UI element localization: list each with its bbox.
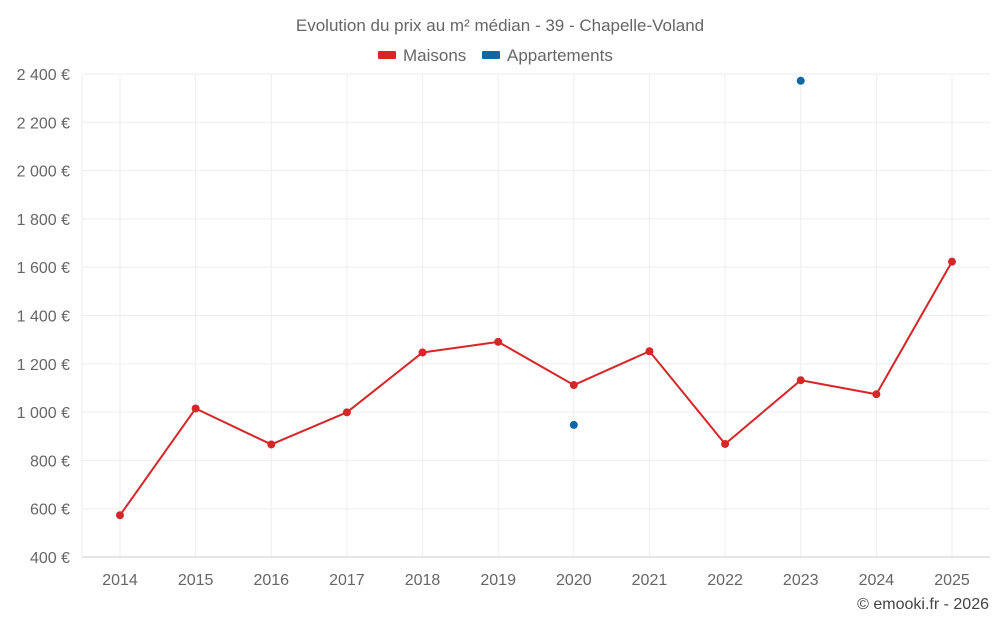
data-point[interactable]	[191, 404, 200, 413]
x-tick-label: 2018	[405, 572, 441, 589]
legend-swatch	[378, 51, 396, 59]
y-tick-label: 600 €	[30, 502, 70, 519]
data-point[interactable]	[569, 381, 578, 390]
x-axis-ticks: 2014 2015 2016 2017 2018 2019 2020 2021 2022 2023…	[102, 572, 970, 589]
data-point[interactable]	[796, 376, 805, 385]
legend-swatch	[482, 51, 500, 59]
y-tick-label: 1 600 €	[17, 260, 70, 277]
x-tick-label: 2016	[253, 572, 289, 589]
x-tick-label: 2022	[707, 572, 743, 589]
x-tick-label: 2019	[480, 572, 516, 589]
data-point[interactable]	[116, 511, 124, 520]
data-point[interactable]	[494, 337, 503, 346]
credit-text: © emooki.fr - 2026	[857, 596, 989, 613]
x-tick-label: 2024	[859, 572, 895, 589]
legend-item-maisons[interactable]: Maisons	[378, 46, 466, 65]
legend-label: Appartements	[507, 46, 613, 65]
y-tick-label: 400 €	[30, 550, 70, 567]
data-point[interactable]	[645, 347, 654, 356]
y-tick-label: 1 000 €	[17, 405, 70, 422]
y-tick-label: 1 400 €	[17, 309, 70, 326]
data-point[interactable]	[342, 408, 351, 417]
x-tick-label: 2021	[632, 572, 668, 589]
data-point[interactable]	[569, 420, 578, 429]
x-tick-label: 2025	[934, 572, 970, 589]
y-tick-label: 2 400 €	[17, 67, 70, 84]
chart-title: Evolution du prix au m² médian - 39 - Ch…	[296, 16, 704, 35]
data-point[interactable]	[721, 439, 730, 448]
legend: Maisons Appartements	[378, 46, 613, 65]
x-tick-label: 2023	[783, 572, 819, 589]
grid	[81, 73, 990, 557]
data-point[interactable]	[418, 348, 427, 357]
y-tick-label: 800 €	[30, 453, 70, 470]
y-tick-label: 2 200 €	[17, 115, 70, 132]
data-point[interactable]	[267, 440, 276, 449]
legend-label: Maisons	[403, 46, 466, 65]
y-tick-label: 1 800 €	[17, 212, 70, 229]
x-tick-label: 2014	[102, 572, 138, 589]
data-point[interactable]	[948, 257, 956, 266]
series-maisons	[116, 257, 956, 520]
data-point[interactable]	[796, 76, 805, 85]
series	[116, 76, 956, 520]
y-tick-label: 1 200 €	[17, 357, 70, 374]
x-tick-label: 2020	[556, 572, 592, 589]
y-tick-label: 2 000 €	[17, 164, 70, 181]
x-tick-label: 2017	[329, 572, 365, 589]
legend-item-appartements[interactable]: Appartements	[482, 46, 613, 65]
x-tick-label: 2015	[178, 572, 214, 589]
y-axis-ticks: 400 € 600 € 800 € 1 000 € 1 200 € 1 400 € 1 60…	[17, 67, 70, 567]
series-appartements	[569, 76, 805, 429]
series-line	[119, 261, 953, 516]
data-point[interactable]	[872, 390, 881, 399]
